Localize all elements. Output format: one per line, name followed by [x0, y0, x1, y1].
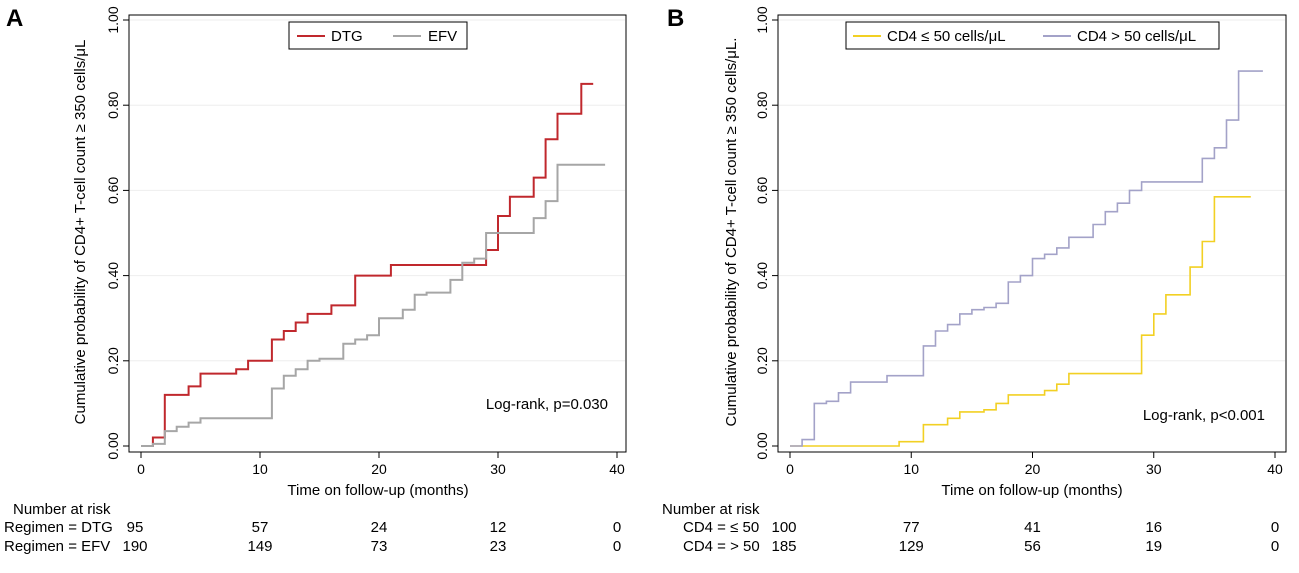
- panel-b-risk-value-r1-c3: 19: [1145, 538, 1162, 555]
- panel-b-x-tick-label-2: 20: [1025, 461, 1041, 477]
- panel-a-x-axis-title: Time on follow-up (months): [287, 482, 468, 499]
- panel-a-y-tick-label-1: 0.20: [105, 347, 121, 374]
- panel-b-y-tick-label-1: 0.20: [754, 347, 770, 374]
- panel-a-risk-value-r1-c1: 149: [247, 538, 272, 555]
- panel-a-risk-value-r0-c4: 0: [613, 519, 621, 536]
- panel-a-risk-values: 95 57 24 12 0 190 149 73 23 0: [122, 519, 621, 555]
- panel-a-x-tick-label-4: 40: [609, 461, 625, 477]
- panel-b-y-axis: 0.00 0.20 0.40 0.60 0.80 1.00: [754, 6, 778, 460]
- panel-a-x-tick-label-3: 30: [490, 461, 506, 477]
- panel-a-y-tick-label-0: 0.00: [105, 432, 121, 459]
- panel-a-risk-row-label-efv: Regimen = EFV: [4, 538, 110, 555]
- panel-a: A 0.00 0.20 0.40 0.60 0.80 1.00 0 10 20 30 40 Cum…: [4, 5, 627, 555]
- panel-b-legend: CD4 ≤ 50 cells/μL CD4 > 50 cells/μL: [845, 21, 1220, 50]
- panel-a-curves: [141, 82, 606, 447]
- panel-b-risk-value-r0-c3: 16: [1145, 519, 1162, 536]
- panel-a-legend-label-efv: EFV: [428, 28, 457, 45]
- panel-a-risk-value-r0-c2: 24: [371, 519, 388, 536]
- panel-a-x-axis: 0 10 20 30 40: [137, 452, 625, 477]
- panel-b-risk-value-r1-c4: 0: [1271, 538, 1279, 555]
- panel-b-x-tick-label-1: 10: [903, 461, 919, 477]
- panel-a-plot-frame: [128, 14, 627, 453]
- panel-b-y-tick-label-5: 1.00: [754, 6, 770, 33]
- panel-b-y-tick-label-3: 0.60: [754, 177, 770, 204]
- panel-a-curve-0: [141, 82, 594, 447]
- panel-a-risk-value-r0-c3: 12: [490, 519, 507, 536]
- panel-a-y-tick-label-3: 0.60: [105, 177, 121, 204]
- panel-b: B 0.00 0.20 0.40 0.60 0.80 1.00 0 10 20 30 40 Cum…: [662, 5, 1287, 555]
- panel-b-risk-value-r1-c2: 56: [1024, 538, 1041, 555]
- panel-b-curves: [790, 70, 1263, 447]
- panel-a-legend: DTG EFV: [288, 21, 468, 50]
- panel-a-y-tick-label-2: 0.40: [105, 262, 121, 289]
- panel-b-x-axis: 0 10 20 30 40: [786, 452, 1283, 477]
- panel-b-risk-value-r1-c1: 129: [899, 538, 924, 555]
- panel-a-risk-value-r1-c3: 23: [490, 538, 507, 555]
- panel-b-legend-label-high: CD4 > 50 cells/μL: [1077, 28, 1196, 45]
- panel-a-x-tick-label-1: 10: [252, 461, 268, 477]
- panel-a-risk-value-r1-c2: 73: [371, 538, 388, 555]
- panel-b-risk-value-r0-c2: 41: [1024, 519, 1041, 536]
- panel-b-y-tick-label-4: 0.80: [754, 91, 770, 118]
- panel-b-legend-box: [845, 21, 1220, 50]
- panel-a-curve-1: [141, 163, 606, 447]
- panel-a-risk-row-label-dtg: Regimen = DTG: [4, 519, 113, 536]
- panel-b-curve-0: [790, 196, 1251, 447]
- panel-a-legend-label-dtg: DTG: [331, 28, 363, 45]
- panel-a-risk-value-r1-c0: 190: [122, 538, 147, 555]
- panel-b-y-axis-title: Cumulative probability of CD4+ T-cell co…: [723, 38, 740, 427]
- panel-a-y-axis: 0.00 0.20 0.40 0.60 0.80 1.00: [105, 6, 129, 460]
- panel-b-x-axis-title: Time on follow-up (months): [941, 482, 1122, 499]
- panel-b-plot-frame: [777, 14, 1287, 453]
- panel-a-letter: A: [6, 5, 23, 32]
- panel-b-logrank-annotation: Log-rank, p<0.001: [1143, 407, 1265, 424]
- panel-b-risk-value-r0-c0: 100: [771, 519, 796, 536]
- panel-b-risk-values: 100 77 41 16 0 185 129 56 19 0: [771, 519, 1279, 555]
- panel-a-risk-value-r1-c4: 0: [613, 538, 621, 555]
- panel-a-x-tick-label-2: 20: [371, 461, 387, 477]
- panel-a-risk-value-r0-c1: 57: [252, 519, 269, 536]
- panel-a-x-tick-label-0: 0: [137, 461, 145, 477]
- panel-b-curve-1: [790, 70, 1263, 447]
- panel-a-y-axis-title: Cumulative probability of CD4+ T-cell co…: [72, 40, 89, 425]
- panel-a-risk-value-r0-c0: 95: [127, 519, 144, 536]
- panel-a-risk-header: Number at risk: [13, 501, 111, 518]
- panel-a-y-tick-label-4: 0.80: [105, 91, 121, 118]
- panel-b-risk-table: Number at risk CD4 = ≤ 50 CD4 = > 50 100…: [662, 501, 1279, 555]
- panel-b-risk-value-r0-c1: 77: [903, 519, 920, 536]
- panel-a-risk-table: Number at risk Regimen = DTG Regimen = E…: [4, 501, 621, 555]
- panel-b-risk-value-r1-c0: 185: [771, 538, 796, 555]
- panel-a-logrank-annotation: Log-rank, p=0.030: [486, 396, 608, 413]
- panel-b-risk-row-label-high: CD4 = > 50: [683, 538, 760, 555]
- panel-b-risk-header: Number at risk: [662, 501, 760, 518]
- panel-a-y-tick-label-5: 1.00: [105, 6, 121, 33]
- panel-b-y-tick-label-0: 0.00: [754, 432, 770, 459]
- panel-b-x-tick-label-4: 40: [1267, 461, 1283, 477]
- panel-b-gridlines: [779, 19, 1285, 362]
- panel-b-x-tick-label-0: 0: [786, 461, 794, 477]
- panel-b-risk-value-r0-c4: 0: [1271, 519, 1279, 536]
- panel-a-gridlines: [130, 19, 625, 362]
- panel-b-y-tick-label-2: 0.40: [754, 262, 770, 289]
- panel-b-letter: B: [667, 5, 684, 32]
- panel-b-risk-row-label-low: CD4 = ≤ 50: [683, 519, 759, 536]
- panel-b-legend-label-low: CD4 ≤ 50 cells/μL: [887, 28, 1006, 45]
- panel-b-x-tick-label-3: 30: [1146, 461, 1162, 477]
